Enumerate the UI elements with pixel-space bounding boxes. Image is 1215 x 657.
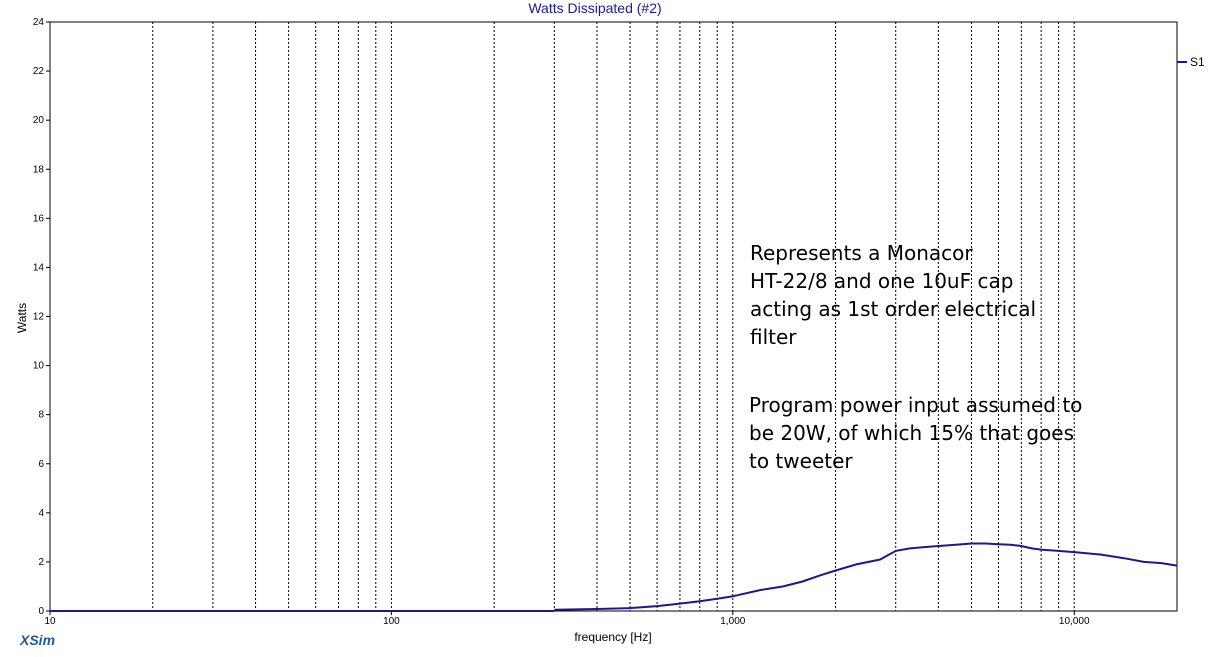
y-tick-label: 14 xyxy=(33,262,45,273)
x-tick-label: 10 xyxy=(44,616,56,627)
annotation-tweeter-description: Represents a Monacor HT-22/8 and one 10u… xyxy=(750,241,1037,349)
x-axis-label: frequency [Hz] xyxy=(574,630,651,644)
chart-title: Watts Dissipated (#2) xyxy=(528,0,661,16)
y-tick-label: 8 xyxy=(38,410,44,421)
x-axis-ticks: 10 100 1,000 10,000 xyxy=(44,611,1090,627)
xsim-logo: XSim xyxy=(20,632,56,648)
x-tick-label: 100 xyxy=(383,616,400,627)
series-layer xyxy=(50,542,1178,612)
annotation-power-assumption: Program power input assumed to be 20W, o… xyxy=(749,393,1083,473)
x-tick-label: 10,000 xyxy=(1059,616,1090,627)
y-tick-label: 20 xyxy=(33,115,45,126)
y-tick-label: 18 xyxy=(33,164,45,175)
y-tick-label: 24 xyxy=(33,17,45,28)
x-tick-label: 1,000 xyxy=(720,616,745,627)
y-tick-label: 12 xyxy=(33,312,45,323)
y-tick-label: 10 xyxy=(33,361,45,372)
y-tick-label: 16 xyxy=(33,213,45,224)
legend: S1 xyxy=(1177,55,1205,69)
y-axis-label: Watts xyxy=(15,303,29,333)
y-tick-label: 6 xyxy=(38,459,44,470)
y-tick-label: 2 xyxy=(38,557,44,568)
y-tick-label: 22 xyxy=(33,66,45,77)
legend-label-s1: S1 xyxy=(1190,55,1205,69)
series-line-s1 xyxy=(554,542,1178,611)
y-tick-label: 4 xyxy=(38,508,44,519)
y-tick-label: 0 xyxy=(38,606,44,617)
